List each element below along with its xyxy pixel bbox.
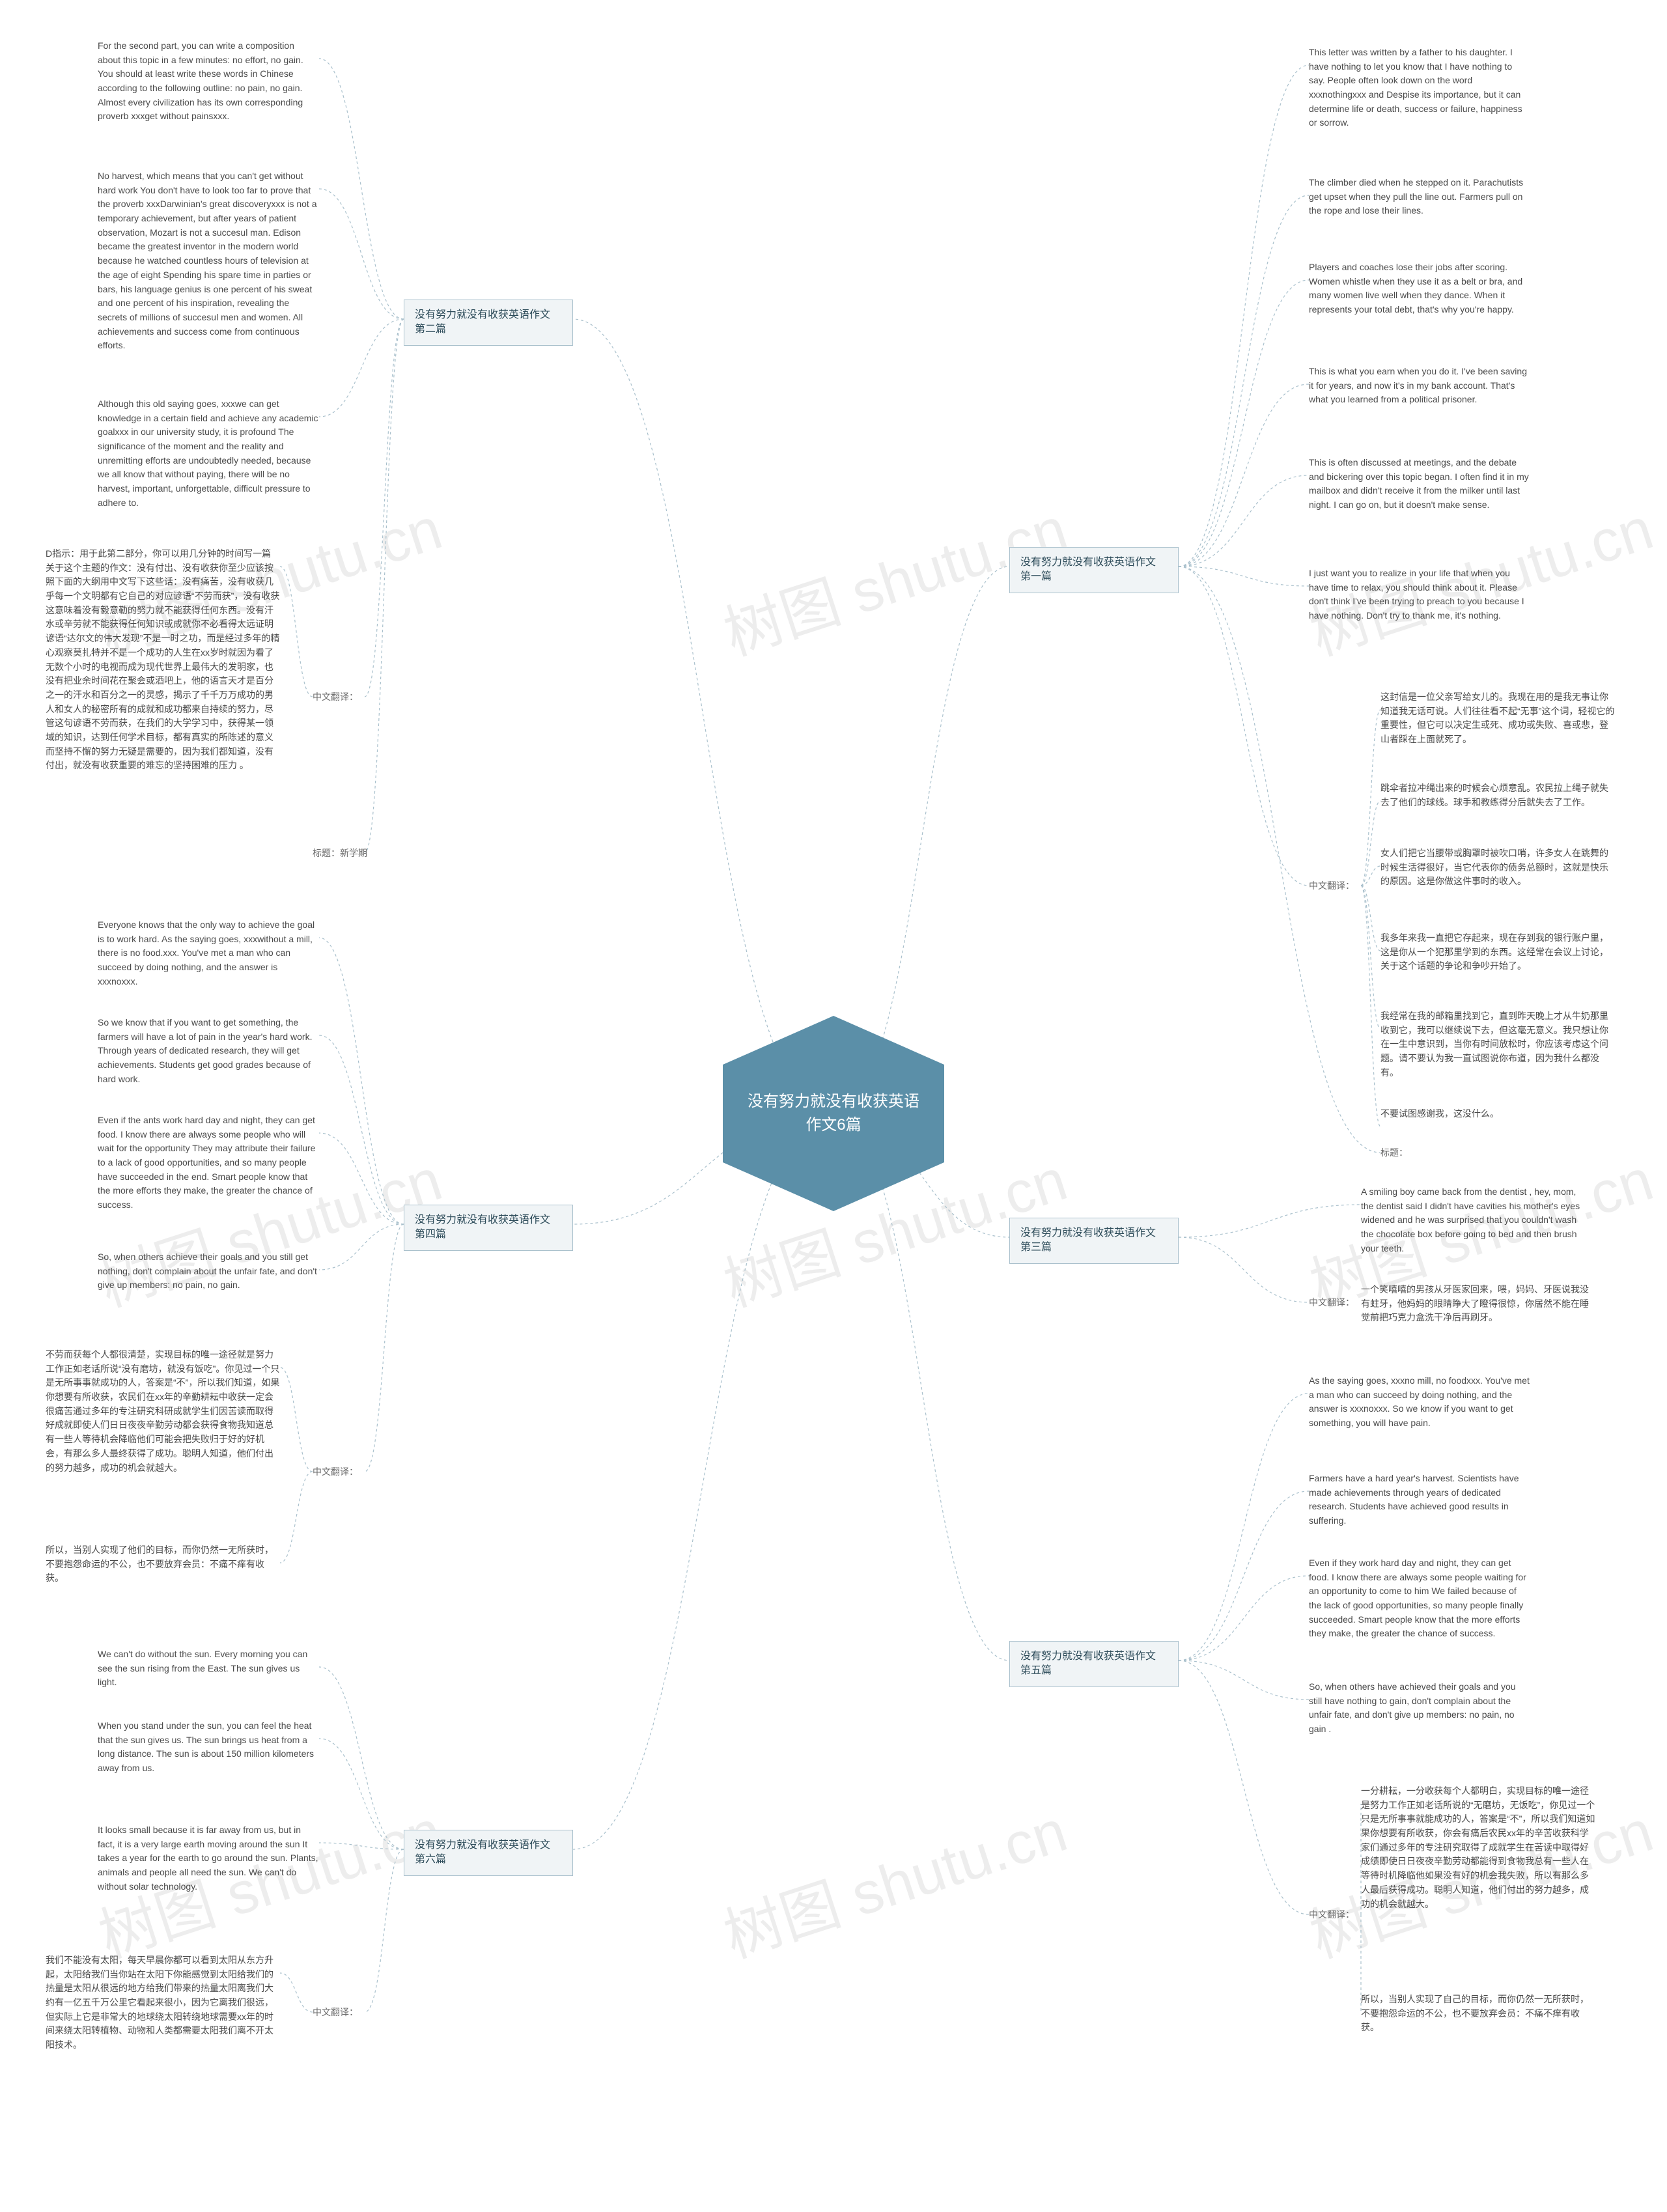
article-title-box: 没有努力就没有收获英语作文 第六篇 xyxy=(404,1830,573,1876)
article-title-box: 没有努力就没有收获英语作文 第一篇 xyxy=(1009,547,1179,593)
leaf-paragraph: So, when others have achieved their goal… xyxy=(1309,1680,1530,1737)
article-title-box: 没有努力就没有收获英语作文 第三篇 xyxy=(1009,1218,1179,1264)
leaf-paragraph: Players and coaches lose their jobs afte… xyxy=(1309,260,1530,317)
leaf-paragraph-zh: D指示：用于此第二部分，你可以用几分钟的时间写一篇关于这个主题的作文：没有付出、… xyxy=(46,547,280,773)
leaf-paragraph: The climber died when he stepped on it. … xyxy=(1309,176,1530,218)
leaf-paragraph: Farmers have a hard year's harvest. Scie… xyxy=(1309,1472,1530,1528)
title-label: 标题：新学期 xyxy=(313,847,367,860)
title-label: 标题： xyxy=(1380,1146,1408,1159)
leaf-paragraph: When you stand under the sun, you can fe… xyxy=(98,1719,319,1776)
leaf-paragraph-zh: 所以，当别人实现了自己的目标，而你仍然一无所获时，不要抱怨命运的不公，也不要放弃… xyxy=(1361,1993,1595,2035)
leaf-paragraph-zh: 不劳而获每个人都很清楚，实现目标的唯一途径就是努力工作正如老话所说“没有磨坊，就… xyxy=(46,1348,280,1475)
leaf-paragraph-zh: 一个笑嘻嘻的男孩从牙医家回来，喂，妈妈、牙医说我没有蛀牙，他妈妈的眼睛睁大了瞪得… xyxy=(1361,1283,1595,1325)
leaf-paragraph: I just want you to realize in your life … xyxy=(1309,567,1530,623)
zh-translation-label: 中文翻译： xyxy=(1309,879,1354,892)
leaf-paragraph: As the saying goes, xxxno mill, no foodx… xyxy=(1309,1374,1530,1431)
leaf-paragraph: We can't do without the sun. Every morni… xyxy=(98,1647,319,1690)
leaf-paragraph-zh: 我经常在我的邮箱里找到它，直到昨天晚上才从牛奶那里收到它，我可以继续说下去，但这… xyxy=(1380,1009,1615,1080)
watermark: 树图 shutu.cn xyxy=(712,1784,1076,1974)
article-title-box: 没有努力就没有收获英语作文 第二篇 xyxy=(404,300,573,346)
leaf-paragraph: Although this old saying goes, xxxwe can… xyxy=(98,397,319,511)
article-title-box: 没有努力就没有收获英语作文 第四篇 xyxy=(404,1205,573,1251)
leaf-paragraph-zh: 这封信是一位父亲写给女儿的。我现在用的是我无事让你知道我无话可说。人们往往看不起… xyxy=(1380,690,1615,747)
zh-translation-label: 中文翻译： xyxy=(1309,1908,1354,1921)
leaf-paragraph: A smiling boy came back from the dentist… xyxy=(1361,1185,1582,1255)
leaf-paragraph-zh: 所以，当别人实现了他们的目标，而你仍然一无所获时，不要抱怨命运的不公，也不要放弃… xyxy=(46,1543,280,1586)
leaf-paragraph: Even if the ants work hard day and night… xyxy=(98,1113,319,1212)
leaf-paragraph: This is often discussed at meetings, and… xyxy=(1309,456,1530,512)
leaf-paragraph: It looks small because it is far away fr… xyxy=(98,1823,319,1894)
leaf-paragraph: For the second part, you can write a com… xyxy=(98,39,319,124)
leaf-paragraph-zh: 不要试图感谢我，这没什么。 xyxy=(1380,1107,1499,1121)
leaf-paragraph: So, when others achieve their goals and … xyxy=(98,1250,319,1293)
leaf-paragraph: So we know that if you want to get somet… xyxy=(98,1016,319,1086)
zh-translation-label: 中文翻译： xyxy=(313,2006,358,2019)
leaf-paragraph: This letter was written by a father to h… xyxy=(1309,46,1530,130)
zh-translation-label: 中文翻译： xyxy=(313,1465,358,1478)
leaf-paragraph: Everyone knows that the only way to achi… xyxy=(98,918,319,988)
leaf-paragraph-zh: 我们不能没有太阳，每天早晨你都可以看到太阳从东方升起，太阳给我们当你站在太阳下你… xyxy=(46,1953,280,2052)
leaf-paragraph-zh: 跳伞者拉冲绳出来的时候会心烦意乱。农民拉上绳子就失去了他们的球线。球手和教练得分… xyxy=(1380,781,1615,809)
leaf-paragraph: Even if they work hard day and night, th… xyxy=(1309,1556,1530,1641)
leaf-paragraph-zh: 一分耕耘，一分收获每个人都明白，实现目标的唯一途径是努力工作正如老话所说的“无磨… xyxy=(1361,1784,1595,1911)
leaf-paragraph-zh: 我多年来我一直把它存起来，现在存到我的银行账户里，这是你从一个犯那里学到的东西。… xyxy=(1380,931,1615,973)
leaf-paragraph: This is what you earn when you do it. I'… xyxy=(1309,365,1530,407)
zh-translation-label: 中文翻译： xyxy=(1309,1296,1354,1309)
center-topic: 没有努力就没有收获英语作文6篇 xyxy=(723,1016,944,1211)
leaf-paragraph: No harvest, which means that you can't g… xyxy=(98,169,319,353)
article-title-box: 没有努力就没有收获英语作文 第五篇 xyxy=(1009,1641,1179,1687)
zh-translation-label: 中文翻译： xyxy=(313,690,358,703)
leaf-paragraph-zh: 女人们把它当腰带或胸罩时被吹口哨，许多女人在跳舞的时候生活得很好，当它代表你的债… xyxy=(1380,847,1615,889)
